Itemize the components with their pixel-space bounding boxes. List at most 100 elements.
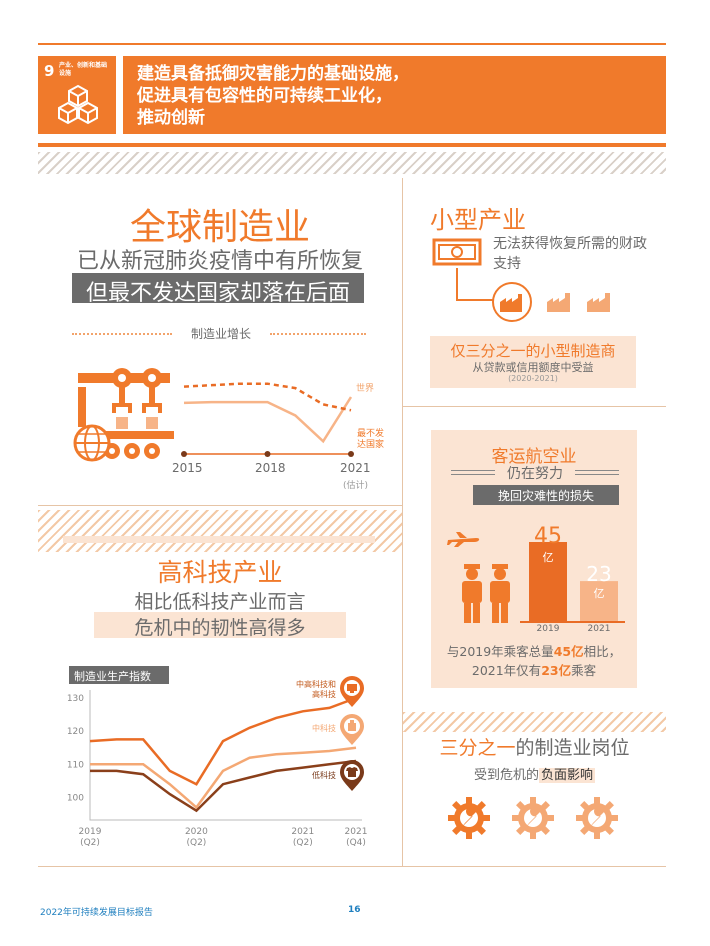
caption1-pre: 与2019年乘客总量	[446, 644, 554, 659]
aviation-title: 客运航空业	[491, 447, 577, 467]
caption1-mid: 45亿	[553, 644, 584, 659]
small-industry-highlight-box	[430, 336, 636, 388]
bar-2019-value: 45	[534, 524, 562, 549]
connector-line	[456, 268, 494, 301]
chart2-y-tick-110: 110	[67, 760, 84, 770]
high-tech-line2-bg	[94, 612, 346, 638]
bottle-icon	[340, 714, 364, 745]
chart1-series-world	[183, 396, 353, 444]
header-underline	[38, 143, 666, 147]
aviation-rule-right-2	[575, 474, 619, 475]
jobs-title-post: 的制造业岗位	[515, 737, 630, 759]
jobs-title-pre: 三分之一	[439, 737, 516, 759]
gear-wrench-icon-3	[576, 797, 618, 839]
chart2-axes	[89, 690, 362, 821]
factory-icon-main	[492, 282, 532, 322]
bar-2021-year: 2021	[587, 624, 611, 634]
chart1-tick-2015	[181, 451, 187, 457]
chart1-dotted-left	[72, 333, 172, 335]
chart2-series-low-tech	[90, 759, 357, 813]
chart2-y-tick-100: 100	[67, 793, 84, 803]
chart1-x-label-2018: 2018	[255, 461, 286, 475]
bottom-rule	[38, 866, 666, 867]
factory-robot-icon	[73, 368, 174, 462]
factory-icon-3	[587, 293, 610, 312]
manufacturing-growth-chart	[181, 382, 354, 457]
aviation-banner: 挽回灾难性的损失	[497, 489, 594, 503]
goal-title-line-3: 推动创新	[137, 108, 205, 128]
chart1-dotted-right	[270, 333, 366, 335]
bar-2021	[580, 581, 618, 622]
goal-badge: 9 产业、创新和基础设施	[38, 56, 116, 134]
chart2-x-tick-label: 2021 (Q4)	[345, 827, 368, 848]
tshirt-icon	[340, 760, 364, 791]
high-tech-line2: 危机中的韧性高得多	[134, 617, 306, 639]
small-industry-title: 小型产业	[430, 206, 526, 234]
chart1-x-note: (估计)	[343, 481, 369, 491]
goal-title-box: 建造具备抵御灾害能力的基础设施， 促进具有包容性的可持续工业化， 推动创新	[123, 56, 666, 134]
small-industry-highlight: 仅三分之一的小型制造商	[450, 342, 616, 360]
left-divider	[38, 505, 402, 506]
airplane-icon	[447, 532, 480, 547]
chart2-y-tick-120: 120	[67, 727, 84, 737]
money-icon	[432, 238, 482, 266]
high-tech-title: 高科技产业	[157, 558, 283, 587]
gear-wrench-icon-1	[448, 797, 490, 839]
bar-2019	[529, 542, 567, 622]
top-rule	[38, 43, 666, 45]
passenger-bar-chart	[520, 542, 625, 623]
small-industry-sub: 从贷款或信用额度中受益	[472, 361, 594, 374]
chart1-tick-2018	[264, 451, 271, 457]
global-manufacturing-line2: 但最不发达国家却落在后面	[85, 281, 350, 306]
pilots-icon	[462, 564, 510, 623]
chart1-label-ldc: 最不发达国家	[357, 429, 385, 450]
bar-2021-value: 23	[586, 562, 612, 586]
series-label-low: 低科技	[312, 771, 336, 780]
aviation-rule-right-1	[575, 470, 619, 471]
hatch-band	[38, 152, 666, 174]
chart2-x-tick-label: 2021 (Q2)	[291, 827, 314, 848]
caption2-pre: 2021年仅有	[471, 663, 542, 678]
caption1-post: 相比，	[583, 644, 622, 659]
jobs-sub: 受到危机的 负面影响	[403, 764, 666, 783]
high-tech-line1: 相比低科技产业而言	[134, 591, 306, 613]
jobs-sub-pre: 受到危机的	[473, 768, 539, 783]
bar-2019-unit: 亿	[542, 551, 554, 564]
chart1-series-ldc	[183, 382, 352, 412]
caption2-mid: 23亿	[541, 663, 572, 678]
chart2-x-tick-label: 2019 (Q2)	[79, 827, 102, 848]
goal-title-line-1: 建造具备抵御灾害能力的基础设施，	[137, 64, 409, 84]
bar-2019-year: 2019	[536, 624, 560, 634]
goal-title-line-2: 促进具有包容性的可持续工业化，	[137, 86, 392, 106]
chart2-title-bg	[69, 666, 169, 684]
series-label-medium: 中科技	[312, 724, 336, 733]
chart1-title: 制造业增长	[190, 327, 251, 341]
caption2-post: 乘客	[571, 663, 597, 678]
factory-icon-2	[547, 293, 570, 312]
chart1-tick-2021	[348, 451, 354, 457]
chart2-x-tick-label: 2020 (Q2)	[185, 827, 208, 848]
computer-icon	[340, 676, 364, 707]
global-manufacturing-line2-bg	[72, 273, 364, 303]
small-industry-years: (2020-2021)	[508, 374, 558, 383]
production-index-chart: 100 110 120 130 2019 (Q2) 2020 (Q2) 2021 (Q2) 2021…	[67, 690, 368, 848]
chart2-series-high-tech	[89, 696, 357, 786]
high-tech-hatch-band	[38, 510, 402, 552]
aviation-banner-bg	[473, 485, 619, 505]
gear-wrench-icon-2	[512, 797, 554, 839]
chart1-x-label-2021: 2021	[340, 461, 371, 475]
right-divider-1	[403, 406, 666, 407]
aviation-caption-line1: 与2019年乘客总量45亿相比，	[431, 641, 637, 660]
jobs-hatch-band	[403, 712, 666, 732]
chart1-label-world: 世界	[356, 384, 375, 394]
cubes-icon	[58, 84, 98, 125]
series-label-high: 中高科技和高科技	[296, 680, 336, 699]
small-industry-text: 无法获得恢复所需的财政支持	[493, 236, 647, 272]
aviation-caption-line2: 2021年仅有23亿乘客	[431, 660, 637, 679]
aviation-subtitle: 仍在努力	[507, 466, 563, 482]
goal-number: 9	[44, 62, 55, 80]
jobs-sub-highlight: 负面影响	[539, 768, 596, 783]
footer-report: 2022年可持续发展目标报告	[40, 908, 153, 918]
column-divider	[402, 178, 403, 866]
global-manufacturing-line1: 已从新冠肺炎疫情中有所恢复	[76, 249, 363, 274]
